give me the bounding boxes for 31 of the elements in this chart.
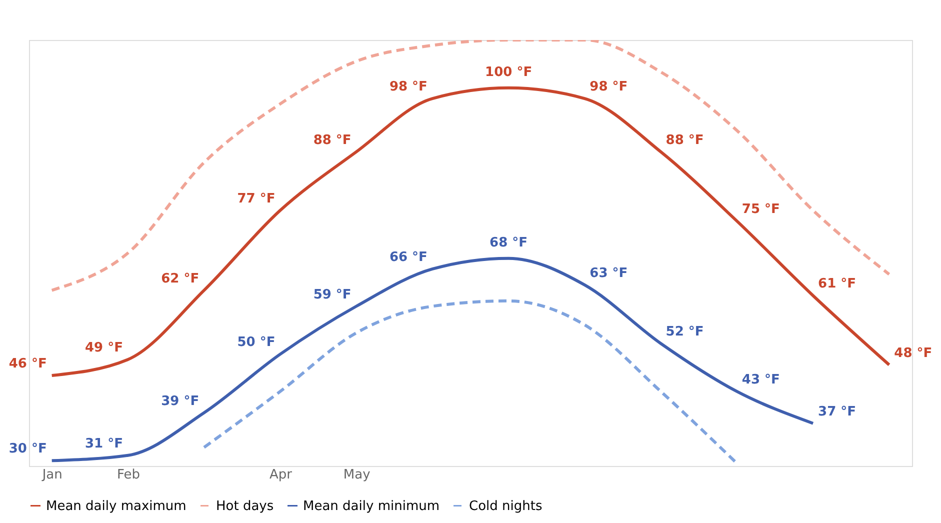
data-label: 37 °F: [818, 404, 856, 420]
data-label: 68 °F: [490, 235, 528, 250]
data-label: 52 °F: [666, 324, 704, 340]
x-tick-label: Jan: [41, 468, 62, 482]
data-label: 31 °F: [84, 436, 123, 452]
data-label: 48 °F: [894, 346, 932, 361]
legend-label: Mean daily maximum: [46, 498, 186, 514]
x-tick-label: Apr: [269, 468, 293, 482]
legend-label: Cold nights: [469, 498, 542, 514]
x-tick-label: Feb: [116, 468, 140, 482]
data-label: 98 °F: [389, 80, 428, 95]
x-tick-label: May: [343, 468, 371, 482]
data-label: 49 °F: [84, 340, 123, 356]
data-label: 46 °F: [8, 356, 47, 372]
data-label: 100 °F: [485, 64, 532, 80]
data-label: 75 °F: [742, 202, 780, 218]
data-label: 62 °F: [161, 271, 200, 286]
data-label: 77 °F: [237, 191, 276, 206]
data-label: 88 °F: [313, 132, 352, 148]
data-label: 88 °F: [666, 132, 704, 148]
data-label: 39 °F: [161, 394, 200, 409]
data-label: 63 °F: [590, 266, 628, 281]
data-label: 50 °F: [237, 335, 276, 350]
data-label: 30 °F: [8, 442, 47, 457]
data-label: 98 °F: [590, 80, 628, 95]
legend-label: Hot days: [216, 498, 274, 514]
data-label: 43 °F: [742, 372, 780, 388]
data-label: 66 °F: [389, 250, 428, 265]
data-label: 61 °F: [818, 276, 856, 292]
legend-label: Mean daily minimum: [303, 498, 440, 514]
data-label: 59 °F: [313, 287, 352, 302]
